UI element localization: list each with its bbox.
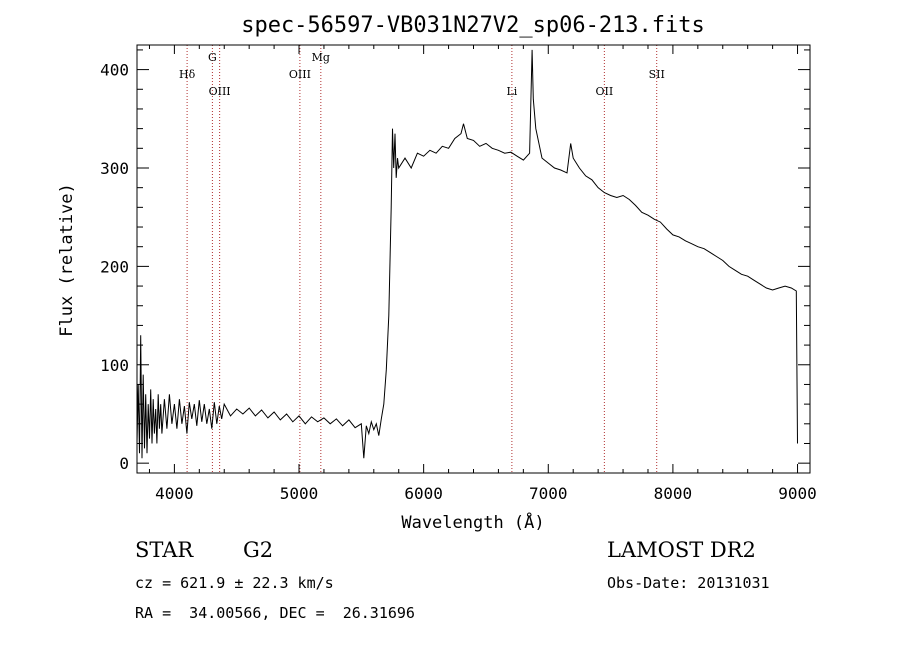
line-label: Hδ [179,68,196,81]
x-axis: 4000 5000 6000 7000 8000 9000 [148,45,817,503]
x-tick-label: 8000 [654,484,693,503]
x-tick-label: 4000 [155,484,194,503]
y-tick-label: 300 [100,159,129,178]
object-class: STAR [135,538,194,562]
y-tick-label: 200 [100,257,129,276]
line-label: Li [506,85,517,98]
line-label: G [208,51,217,64]
chart-title: spec-56597-VB031N27V2_sp06-213.fits [241,13,705,38]
y-tick-label: 100 [100,356,129,375]
x-tick-label: 7000 [529,484,568,503]
line-label: OIII [289,68,311,81]
redshift-velocity: cz = 621.9 ± 22.3 km/s [135,574,334,592]
y-axis: 0 100 200 300 400 [100,49,810,473]
spectrum-line [136,49,798,459]
observation-date: Obs-Date: 20131031 [607,574,770,592]
line-label: OII [596,85,614,98]
plot-frame [136,44,811,474]
x-axis-label: Wavelength (Å) [401,511,544,533]
line-label: OIII [209,85,231,98]
x-tick-label: 5000 [280,484,319,503]
coordinates: RA = 34.00566, DEC = 26.31696 [135,604,415,622]
y-tick-label: 400 [100,61,129,80]
y-tick-label: 0 [119,454,129,473]
survey-name: LAMOST DR2 [607,538,756,562]
line-label: Mg [312,51,330,64]
line-label: SII [649,68,665,81]
x-tick-label: 9000 [778,484,817,503]
object-subclass: G2 [243,538,274,562]
x-tick-label: 6000 [404,484,443,503]
y-axis-label: Flux (relative) [57,183,77,337]
